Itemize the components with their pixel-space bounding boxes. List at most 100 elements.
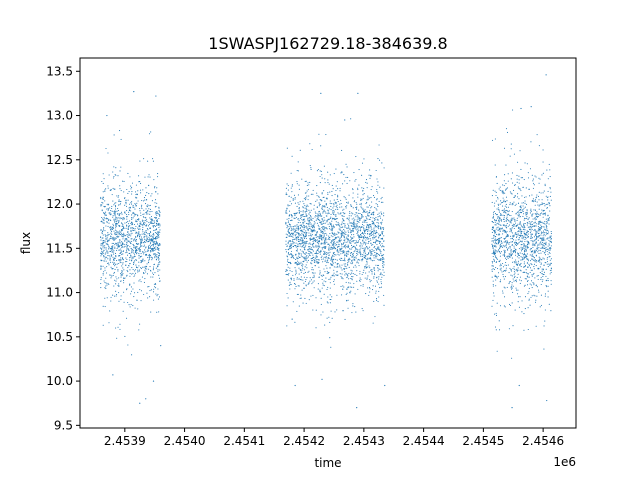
data-point xyxy=(498,223,500,225)
data-point xyxy=(139,235,141,237)
data-point xyxy=(545,268,547,270)
data-point xyxy=(116,231,118,233)
data-point xyxy=(500,220,503,222)
data-point xyxy=(317,242,319,244)
data-point xyxy=(153,288,155,290)
data-point xyxy=(304,215,306,218)
data-point xyxy=(313,204,315,206)
data-point xyxy=(126,242,128,244)
data-point xyxy=(365,242,367,244)
data-point xyxy=(114,208,117,210)
data-point xyxy=(129,272,131,275)
data-point xyxy=(517,293,519,295)
data-point xyxy=(287,253,290,255)
data-point xyxy=(131,232,133,234)
data-point xyxy=(538,247,540,249)
data-point xyxy=(302,223,304,225)
data-point xyxy=(318,240,320,243)
data-point xyxy=(537,236,539,238)
data-point xyxy=(350,236,352,238)
data-point xyxy=(107,258,109,260)
data-point xyxy=(507,214,509,216)
data-point xyxy=(517,252,519,254)
data-point xyxy=(372,238,374,240)
data-point xyxy=(103,229,105,231)
data-point xyxy=(502,266,504,268)
data-point xyxy=(341,149,343,152)
data-point xyxy=(332,212,334,214)
data-point xyxy=(159,223,161,225)
data-point xyxy=(524,245,526,247)
data-point xyxy=(337,208,339,211)
data-point xyxy=(347,245,349,248)
data-point xyxy=(529,168,531,170)
data-point xyxy=(142,266,144,268)
data-point xyxy=(149,243,152,245)
data-point xyxy=(499,246,501,248)
data-point xyxy=(296,293,298,295)
data-point xyxy=(491,265,493,267)
data-point xyxy=(314,239,316,241)
data-point xyxy=(320,236,322,238)
data-point xyxy=(504,255,506,258)
data-point xyxy=(109,229,112,231)
data-point xyxy=(366,254,368,256)
data-point xyxy=(373,268,375,270)
data-point xyxy=(152,248,154,250)
data-point xyxy=(515,212,517,214)
data-point xyxy=(130,222,133,224)
data-point xyxy=(499,265,501,267)
data-point xyxy=(498,320,500,322)
data-point xyxy=(145,212,147,214)
data-point xyxy=(542,247,544,249)
data-point xyxy=(494,138,496,140)
data-point xyxy=(285,240,287,242)
data-point xyxy=(321,226,323,229)
data-point xyxy=(139,210,141,212)
data-point xyxy=(126,274,128,276)
data-point xyxy=(347,223,349,225)
data-point xyxy=(528,188,530,190)
data-point xyxy=(333,205,335,207)
data-point xyxy=(370,243,372,245)
data-point xyxy=(118,285,120,287)
data-point xyxy=(528,221,530,223)
data-point xyxy=(299,201,301,203)
data-point xyxy=(517,202,520,204)
data-point xyxy=(513,219,515,221)
data-point xyxy=(333,272,335,274)
data-point xyxy=(285,221,287,223)
data-point xyxy=(544,185,546,187)
data-point xyxy=(505,220,507,222)
data-point xyxy=(109,256,111,258)
data-point xyxy=(122,228,124,230)
data-point xyxy=(369,250,371,252)
data-point xyxy=(323,217,325,219)
data-point xyxy=(158,231,160,233)
data-point xyxy=(116,220,118,222)
data-point xyxy=(331,259,333,261)
data-point xyxy=(327,182,329,184)
data-point xyxy=(102,218,104,220)
data-point xyxy=(291,215,294,217)
data-point xyxy=(105,147,107,150)
data-point xyxy=(119,261,121,263)
data-point xyxy=(357,193,359,195)
data-point xyxy=(159,215,161,217)
data-point xyxy=(144,269,146,271)
data-point xyxy=(150,218,152,220)
data-point xyxy=(524,200,526,202)
data-point xyxy=(518,175,520,177)
data-point xyxy=(310,225,312,227)
data-point xyxy=(550,310,552,312)
data-point xyxy=(315,215,317,217)
data-point xyxy=(292,242,294,244)
data-point xyxy=(316,192,318,194)
data-point xyxy=(102,230,104,232)
data-point xyxy=(119,241,121,243)
data-point xyxy=(310,203,312,205)
data-point xyxy=(320,256,322,259)
data-point xyxy=(526,240,528,242)
data-point xyxy=(102,274,104,276)
data-point xyxy=(307,259,309,261)
